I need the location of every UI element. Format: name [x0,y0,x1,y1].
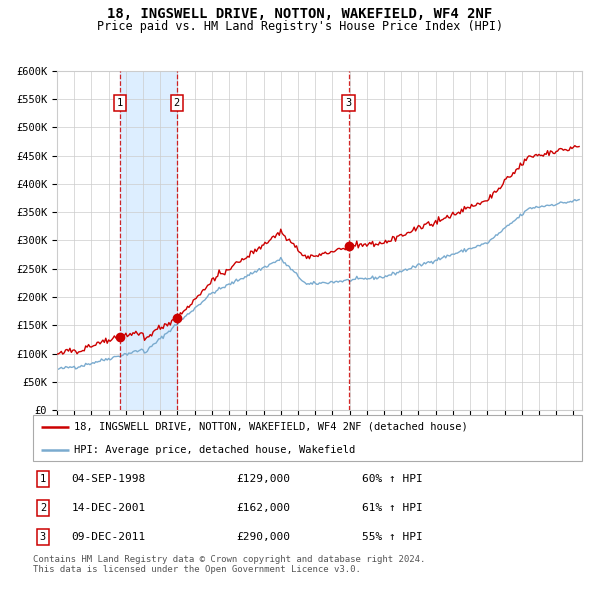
Text: £162,000: £162,000 [236,503,290,513]
Text: £129,000: £129,000 [236,474,290,484]
Text: 18, INGSWELL DRIVE, NOTTON, WAKEFIELD, WF4 2NF (detached house): 18, INGSWELL DRIVE, NOTTON, WAKEFIELD, W… [74,422,468,432]
Text: 55% ↑ HPI: 55% ↑ HPI [362,532,423,542]
Text: 2: 2 [40,503,46,513]
Text: 61% ↑ HPI: 61% ↑ HPI [362,503,423,513]
Text: 04-SEP-1998: 04-SEP-1998 [71,474,146,484]
Text: £290,000: £290,000 [236,532,290,542]
Text: 3: 3 [346,98,352,108]
FancyBboxPatch shape [33,415,582,461]
Text: 3: 3 [40,532,46,542]
Text: 14-DEC-2001: 14-DEC-2001 [71,503,146,513]
Text: 18, INGSWELL DRIVE, NOTTON, WAKEFIELD, WF4 2NF: 18, INGSWELL DRIVE, NOTTON, WAKEFIELD, W… [107,7,493,21]
Text: Contains HM Land Registry data © Crown copyright and database right 2024.
This d: Contains HM Land Registry data © Crown c… [33,555,425,574]
Text: HPI: Average price, detached house, Wakefield: HPI: Average price, detached house, Wake… [74,445,355,455]
Text: 60% ↑ HPI: 60% ↑ HPI [362,474,423,484]
Text: Price paid vs. HM Land Registry's House Price Index (HPI): Price paid vs. HM Land Registry's House … [97,20,503,33]
Text: 09-DEC-2011: 09-DEC-2011 [71,532,146,542]
Text: 1: 1 [117,98,123,108]
Text: 2: 2 [173,98,180,108]
Text: 1: 1 [40,474,46,484]
Bar [120,71,177,410]
